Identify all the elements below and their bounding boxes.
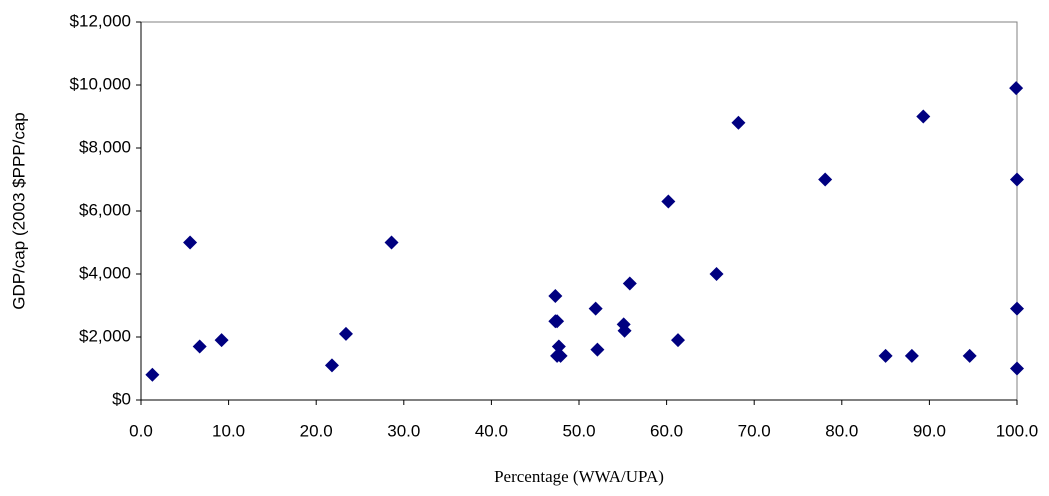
point: [588, 301, 603, 316]
point: [548, 289, 563, 304]
y-tick-label: $8,000: [79, 137, 131, 156]
point: [878, 348, 893, 363]
point: [661, 194, 676, 209]
point: [183, 235, 198, 250]
point: [338, 326, 353, 341]
point: [916, 109, 931, 124]
point: [324, 358, 339, 373]
x-tick-label: 90.0: [913, 421, 946, 440]
y-tick-label: $6,000: [79, 200, 131, 219]
point: [1010, 301, 1024, 316]
x-axis-title: Percentage (WWA/UPA): [494, 467, 664, 486]
point: [1010, 172, 1024, 187]
x-tick-label: 20.0: [300, 421, 333, 440]
y-tick-label: $2,000: [79, 326, 131, 345]
x-tick-label: 70.0: [738, 421, 771, 440]
point: [553, 348, 568, 363]
x-tick-label: 30.0: [387, 421, 420, 440]
y-tick-label: $0: [112, 389, 131, 408]
x-tick-label: 60.0: [650, 421, 683, 440]
plot-frame: [140, 21, 1018, 401]
y-tick-label: $4,000: [79, 263, 131, 282]
point: [709, 267, 724, 281]
point: [904, 348, 919, 363]
point: [550, 314, 565, 329]
point: [551, 339, 566, 354]
x-tick-label: 80.0: [825, 421, 858, 440]
x-tick-label: 0.0: [129, 421, 153, 440]
point: [818, 172, 833, 187]
y-tick-label: $10,000: [70, 74, 131, 93]
point: [622, 276, 637, 291]
point: [617, 323, 632, 338]
point: [670, 333, 685, 348]
x-tick-label: 40.0: [475, 421, 508, 440]
point: [1010, 361, 1024, 376]
point: [1009, 81, 1024, 96]
x-tick-label: 100.0: [996, 421, 1039, 440]
y-tick-label: $12,000: [70, 11, 131, 30]
x-tick-label: 10.0: [212, 421, 245, 440]
point: [731, 115, 746, 130]
point: [145, 367, 160, 382]
point: [590, 342, 605, 357]
point: [962, 348, 977, 363]
point: [192, 339, 207, 354]
point: [214, 333, 229, 348]
x-tick-label: 50.0: [562, 421, 595, 440]
point: [384, 235, 399, 250]
y-axis-title: GDP/cap (2003 $PPP/cap: [9, 112, 28, 310]
